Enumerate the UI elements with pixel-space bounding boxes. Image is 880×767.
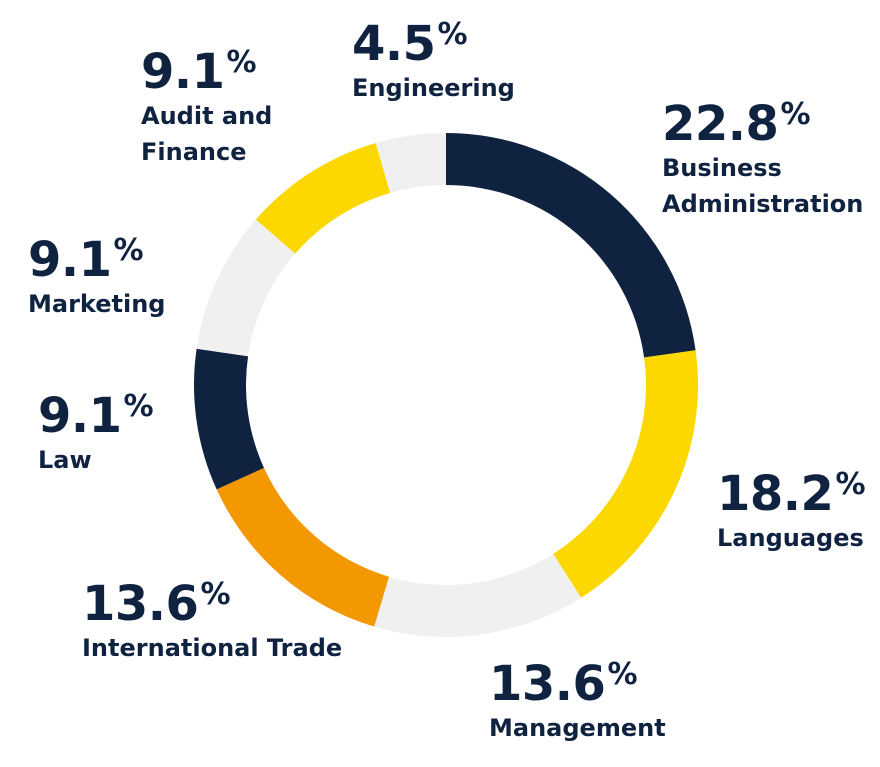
value-label-law: 9.1%	[38, 388, 154, 444]
slice-marketing	[196, 219, 296, 357]
category-label-law: Law	[38, 446, 92, 474]
category-label-languages: Languages	[717, 524, 864, 552]
value-label-management: 13.6%	[489, 656, 637, 712]
label-international-trade: 13.6% International Trade	[82, 580, 342, 666]
label-audit-and-finance: 9.1% Audit and Finance	[141, 48, 281, 170]
slice-languages	[553, 350, 698, 598]
value-label-business-administration: 22.8%	[662, 96, 810, 152]
category-label-marketing: Marketing	[28, 290, 166, 318]
label-marketing: 9.1% Marketing	[28, 236, 165, 322]
label-languages: 18.2% Languages	[717, 470, 865, 556]
slice-law	[194, 348, 264, 490]
slice-business-administration	[446, 133, 696, 358]
label-management: 13.6% Management	[489, 660, 666, 746]
category-label-international-trade: International Trade	[82, 634, 343, 662]
slice-international-trade	[216, 467, 389, 627]
slice-audit-and-finance	[255, 143, 391, 254]
category-label-management: Management	[489, 714, 666, 742]
label-law: 9.1% Law	[38, 388, 154, 478]
value-label-languages: 18.2%	[717, 466, 865, 522]
category-label-audit-and-finance: Audit and Finance	[141, 102, 273, 166]
value-label-audit-and-finance: 9.1%	[141, 44, 257, 100]
label-engineering: 4.5% Engineering	[352, 20, 515, 106]
value-label-engineering: 4.5%	[352, 16, 468, 72]
slice-engineering	[375, 133, 446, 193]
value-label-international-trade: 13.6%	[82, 576, 230, 632]
value-label-marketing: 9.1%	[28, 232, 144, 288]
slice-management	[374, 553, 582, 638]
label-business-administration: 22.8% Business Administration	[662, 96, 864, 222]
category-label-engineering: Engineering	[352, 74, 515, 102]
category-label-business-administration: Business Administration	[662, 154, 864, 218]
